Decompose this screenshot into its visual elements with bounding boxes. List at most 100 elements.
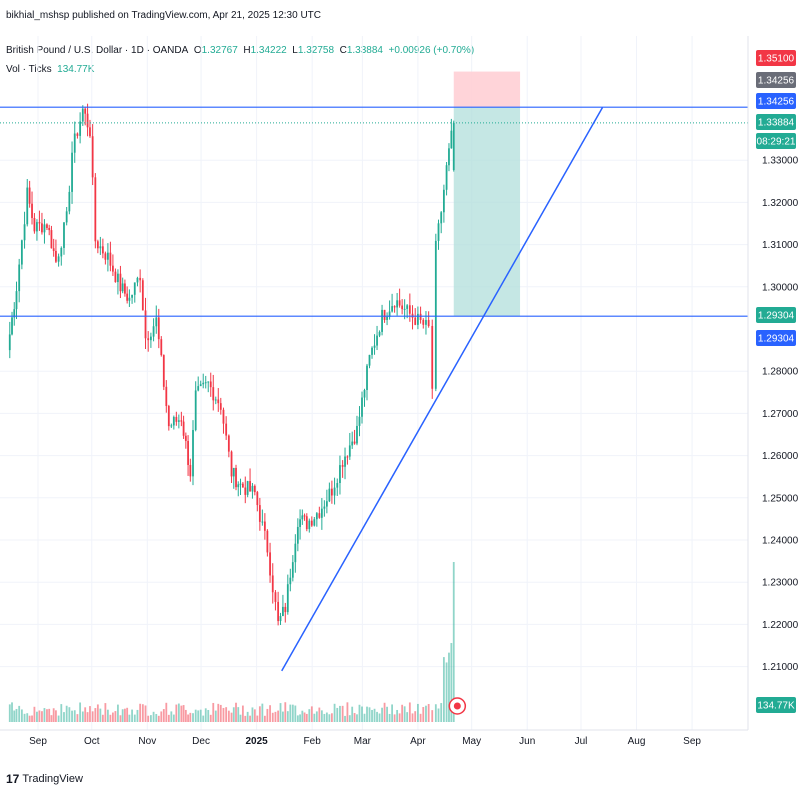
volume-bar [167,714,170,722]
volume-bar [43,708,46,722]
candle-body [363,389,366,398]
volume-legend[interactable]: Vol · Ticks 134.77K [6,64,94,75]
candle-body [263,521,266,531]
volume-bar [162,709,165,722]
volume-bar [104,703,107,722]
y-tick-label: 1.31000 [762,240,799,251]
candle-body [227,435,230,452]
volume-bar [318,707,321,722]
volume-bar [310,706,313,722]
candle-body [388,311,391,317]
candle-body [274,592,277,602]
trendline [281,107,604,672]
candle-body [318,513,321,518]
volume-bar [371,709,373,722]
candle-body [86,113,89,128]
volume-bar [46,709,48,722]
candle-body [89,127,91,137]
candle-body [422,319,425,325]
volume-bar [437,708,440,722]
candle-body [48,227,51,231]
candle-body [112,265,114,272]
volume-bar [225,707,228,722]
volume-bar [356,714,358,722]
candle-body [217,399,220,404]
x-tick-label: May [462,736,481,747]
volume-bar [119,715,122,722]
volume-bar [155,713,158,722]
volume-bar [217,703,220,722]
volume-bar [282,711,284,722]
volume-bar [258,706,261,722]
candle-body [18,264,21,292]
volume-bar [333,703,336,722]
volume-bar [419,713,422,722]
candle-body [26,187,29,225]
y-tick-label: 1.32000 [762,198,799,209]
volume-bar [86,712,89,722]
candle-body [315,513,318,520]
volume-bar [194,709,197,722]
candle-body [189,464,192,477]
volume-bar [31,715,33,722]
volume-bar [241,705,244,722]
volume-bar [139,703,142,722]
volume-bar [71,710,73,722]
y-tick-label: 1.24000 [762,536,799,547]
candle-body [246,481,249,495]
x-tick-label: Sep [29,736,47,747]
volume-bar [368,707,371,722]
price-badge-label: 1.34256 [758,97,795,108]
volume-bar [452,562,455,722]
candle-body [371,347,373,355]
volume-bar [330,713,333,722]
volume-bar [177,703,180,722]
volume-bar [222,707,225,722]
candle-body [348,445,351,457]
candle-body [289,577,292,585]
y-tick-label: 1.27000 [762,409,799,420]
candle-body [81,108,84,122]
volume-bar [339,705,341,722]
candle-body [63,222,65,248]
symbol-legend[interactable]: British Pound / U.S. Dollar · 1D · OANDA… [6,45,474,56]
price-badge-label: 1.33884 [758,118,795,129]
volume-bar [209,714,212,722]
volume-bar [128,714,131,722]
candle-body [442,189,445,213]
symbol-name: British Pound / U.S. Dollar · 1D · OANDA [6,45,189,56]
candle-body [277,601,280,622]
candle-body [452,122,455,171]
candle-body [398,300,401,306]
candle-body [284,606,287,613]
volume-bar [401,704,404,722]
candle-body [401,305,404,310]
volume-bar [13,710,16,722]
price-badge [756,93,796,109]
candle-body [147,338,150,341]
candle-body [279,616,282,622]
candle-body [358,416,361,426]
volume-bar [408,702,411,722]
y-tick-label: 1.28000 [762,367,799,378]
volume-bar [388,713,391,722]
candle-body [119,273,122,292]
candle-body [41,223,43,233]
candle-body [209,381,212,388]
candle-body [346,456,349,458]
volume-bar [251,707,254,722]
price-badge-label: 1.34256 [758,76,795,87]
candle-body [180,420,183,422]
volume-bar [11,702,13,722]
volume-bar [315,711,318,722]
candle-body [94,177,97,242]
candle-body [376,335,378,346]
volume-bar [381,707,383,722]
volume-bar [182,705,185,722]
volume-bar [136,709,139,722]
close-label: C [339,45,347,56]
candle-body [222,409,225,424]
candle-body [256,492,259,506]
price-badge [756,50,796,66]
